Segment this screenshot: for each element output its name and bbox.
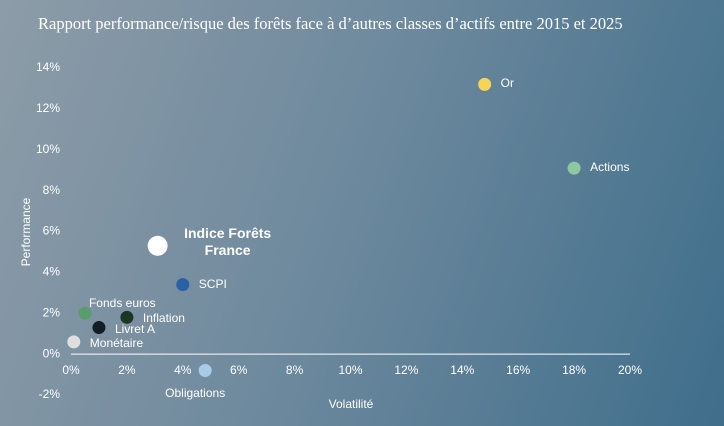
y-tick-label: -2% xyxy=(39,387,61,401)
x-tick-label: 12% xyxy=(394,363,418,377)
y-axis-label: Performance xyxy=(19,197,33,266)
x-tick-label: 8% xyxy=(286,363,304,377)
x-tick-label: 4% xyxy=(174,363,192,377)
y-tick-label: 6% xyxy=(43,224,61,238)
point-label: Indice Forêts France xyxy=(184,224,272,258)
x-tick-label: 2% xyxy=(118,363,136,377)
y-tick-label: 10% xyxy=(36,142,60,156)
point-label: Obligations xyxy=(165,386,226,401)
point xyxy=(176,278,190,292)
point-label: Monétaire xyxy=(89,335,144,350)
y-tick-label: 14% xyxy=(36,60,60,74)
point-label: Fonds euros xyxy=(88,296,156,311)
point xyxy=(567,161,581,175)
x-tick-label: 10% xyxy=(338,363,362,377)
point-label: Livret A xyxy=(114,321,155,336)
point xyxy=(120,310,134,324)
y-tick-label: 0% xyxy=(43,346,61,360)
point-label: Or xyxy=(500,76,514,91)
y-tick-label: 8% xyxy=(43,183,61,197)
x-axis-label: Volatilité xyxy=(329,397,374,411)
x-tick-label: 18% xyxy=(562,363,586,377)
point xyxy=(67,335,81,349)
point xyxy=(147,235,168,256)
y-tick-label: 12% xyxy=(36,101,60,115)
point xyxy=(78,306,92,320)
x-tick-label: 6% xyxy=(230,363,248,377)
y-tick-label: 2% xyxy=(43,305,61,319)
point-label: Actions xyxy=(590,160,630,175)
x-tick-label: 0% xyxy=(62,363,80,377)
x-tick-label: 20% xyxy=(618,363,642,377)
y-tick-label: 4% xyxy=(43,265,61,279)
chart-title: Rapport performance/risque des forêts fa… xyxy=(38,14,623,33)
x-tick-label: 16% xyxy=(506,363,530,377)
point xyxy=(92,321,106,335)
point xyxy=(478,77,492,91)
x-tick-label: 14% xyxy=(450,363,474,377)
point-label: Inflation xyxy=(142,311,185,326)
point-label: SCPI xyxy=(198,276,227,291)
point xyxy=(198,363,212,377)
